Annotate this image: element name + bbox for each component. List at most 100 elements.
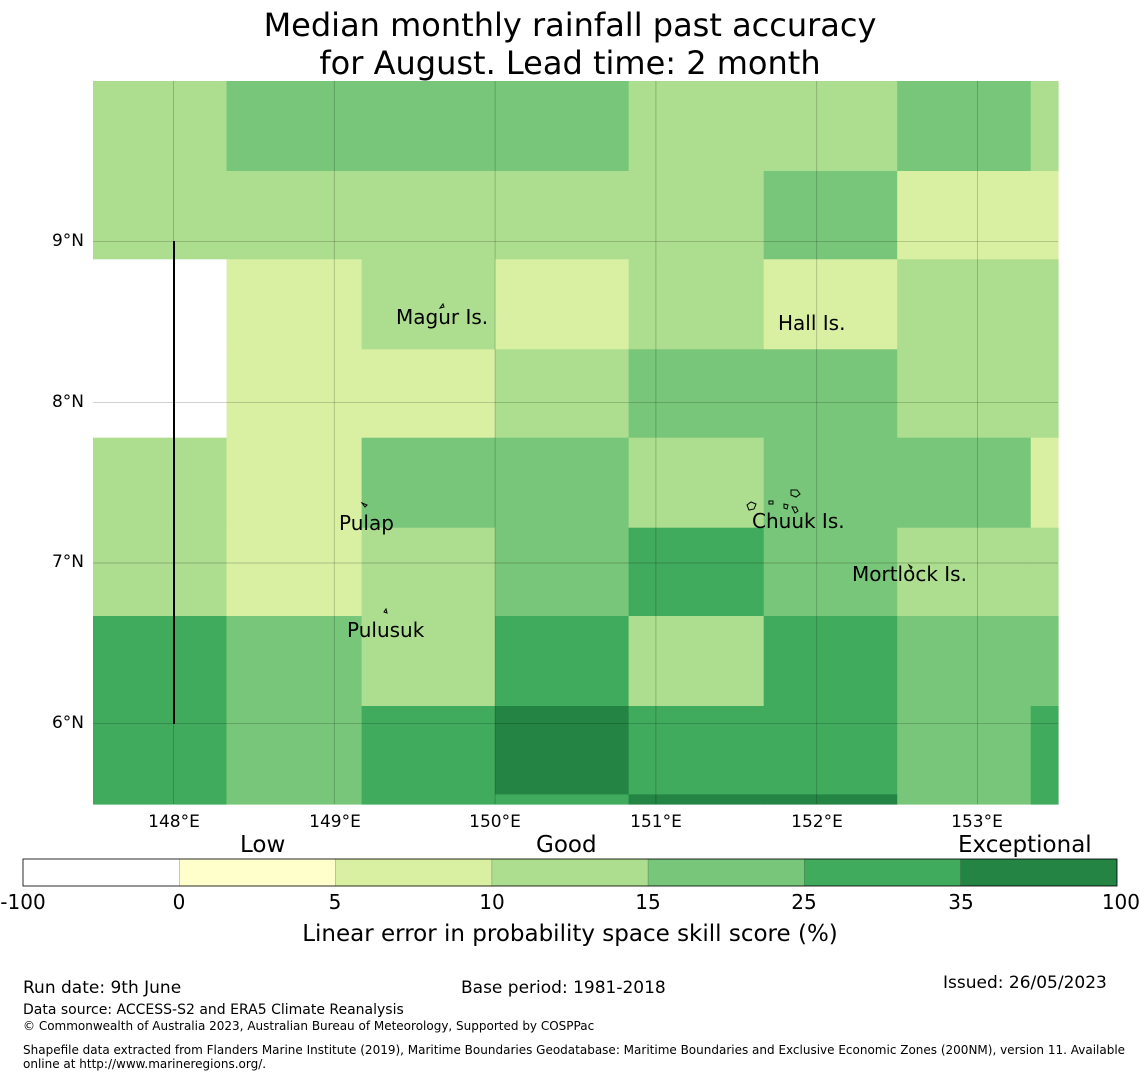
heatmap-cell [495, 259, 630, 350]
lat-label-9n: 9°N [51, 231, 84, 251]
heatmap-cell [93, 794, 228, 805]
colorbar-tick-5: 5 [328, 890, 342, 914]
lon-label-152e: 152°E [791, 812, 843, 832]
colorbar-axis-label: Linear error in probability space skill … [302, 921, 838, 947]
heatmap-cell [628, 706, 765, 795]
heatmap-cell [1030, 171, 1059, 260]
colorbar-segment [491, 858, 649, 887]
heatmap-cell [1030, 437, 1059, 529]
heatmap-cell [361, 171, 496, 260]
place-label-magur: Magur Is. [396, 305, 489, 329]
colorbar-segment [179, 858, 336, 887]
heatmap-cell [897, 171, 1032, 260]
heatmap-cell [226, 81, 363, 172]
colorbar-tick-10: 10 [479, 890, 505, 914]
heatmap-cell [361, 794, 496, 805]
heatmap-cell [226, 171, 363, 260]
place-label-pulap: Pulap [339, 511, 394, 535]
heatmap-cell [226, 706, 363, 795]
heatmap-cell [763, 81, 898, 172]
heatmap-cell [763, 259, 898, 350]
heatmap-cell [763, 437, 898, 529]
heatmap-cell [628, 349, 765, 439]
colorbar-segment [335, 858, 493, 887]
colorbar-tick-100: 100 [1101, 890, 1140, 914]
heatmap-cell [763, 527, 898, 617]
heatmap-cell [628, 437, 765, 529]
heatmap-cell [763, 616, 898, 707]
heatmap-cell [897, 794, 1032, 805]
heatmap-cell [226, 616, 363, 707]
heatmap-cell [495, 349, 630, 439]
heatmap-cell [226, 527, 363, 617]
heatmap-cell [495, 437, 630, 529]
heatmap-cell [763, 794, 898, 805]
island-chuuk-4 [783, 503, 789, 510]
graticule [93, 81, 1058, 804]
heatmap-cell [93, 437, 228, 529]
heatmap-cell [226, 259, 363, 350]
colorbar-segment [647, 858, 805, 887]
lon-label-148e: 148°E [148, 812, 200, 832]
colorbar-tick-25: 25 [791, 890, 817, 914]
heatmap-cell [1030, 706, 1059, 795]
heatmap-cell [93, 81, 228, 172]
heatmap-cell [226, 437, 363, 529]
colorbar-segment [960, 858, 1118, 887]
heatmap-cell [763, 349, 898, 439]
heatmap-cell [628, 527, 765, 617]
heatmap-cell [226, 349, 363, 439]
colorbar-tick-15: 15 [635, 890, 661, 914]
heatmap-cell [361, 81, 496, 172]
lat-label-7n: 7°N [51, 552, 84, 572]
island-magur [438, 302, 445, 309]
heatmap-cell [361, 527, 496, 617]
heatmap-cell [495, 171, 630, 260]
heatmap-cell [897, 616, 1032, 707]
island-chuuk-3 [768, 500, 774, 505]
run-date: Run date: 9th June [23, 978, 182, 998]
heatmap-cell [897, 349, 1032, 439]
heatmap-cell [361, 349, 496, 439]
heatmap-cell [361, 437, 496, 529]
heatmap-cell [1030, 81, 1059, 172]
copyright-notice: © Commonwealth of Australia 2023, Austra… [23, 1019, 595, 1033]
island-pulusuk [383, 607, 388, 614]
place-label-chuuk: Chuuk Is. [752, 509, 845, 533]
heatmap-cell [763, 706, 898, 795]
heatmap-cell [93, 349, 228, 439]
colorbar-frame [22, 858, 1118, 887]
heatmap-cell [495, 616, 630, 707]
heatmap-cell [1030, 349, 1059, 439]
island-chuuk-5 [791, 506, 799, 514]
colorbar [22, 858, 1118, 887]
island-outlines [360, 302, 913, 614]
heatmap-cell [1030, 616, 1059, 707]
heatmap-cell [495, 81, 630, 172]
data-source: Data source: ACCESS-S2 and ERA5 Climate … [23, 1002, 404, 1018]
lat-label-6n: 6°N [51, 713, 84, 733]
category-exceptional-label: Exceptional [958, 832, 1092, 858]
heatmap-cell [628, 171, 765, 260]
lon-label-150e: 150°E [469, 812, 521, 832]
colorbar-tick-35: 35 [948, 890, 974, 914]
heatmap-cell [628, 794, 765, 805]
heatmap-cell [361, 259, 496, 350]
base-period: Base period: 1981-2018 [461, 978, 666, 998]
heatmap-cell [495, 527, 630, 617]
heatmap-cell [93, 259, 228, 350]
heatmap-cell [763, 171, 898, 260]
heatmap-cell [897, 259, 1032, 350]
heatmap-cell [628, 259, 765, 350]
heatmap-cell [897, 437, 1032, 529]
heatmap-cell [226, 794, 363, 805]
heatmap-cell [495, 794, 630, 805]
heatmap-cell [93, 171, 228, 260]
heatmap-cell [1030, 259, 1059, 350]
heatmap-cell [628, 616, 765, 707]
island-chuuk-2 [746, 501, 757, 511]
place-label-pulusuk: Pulusuk [347, 618, 425, 642]
heatmap-cell [361, 706, 496, 795]
lon-label-151e: 151°E [630, 812, 682, 832]
